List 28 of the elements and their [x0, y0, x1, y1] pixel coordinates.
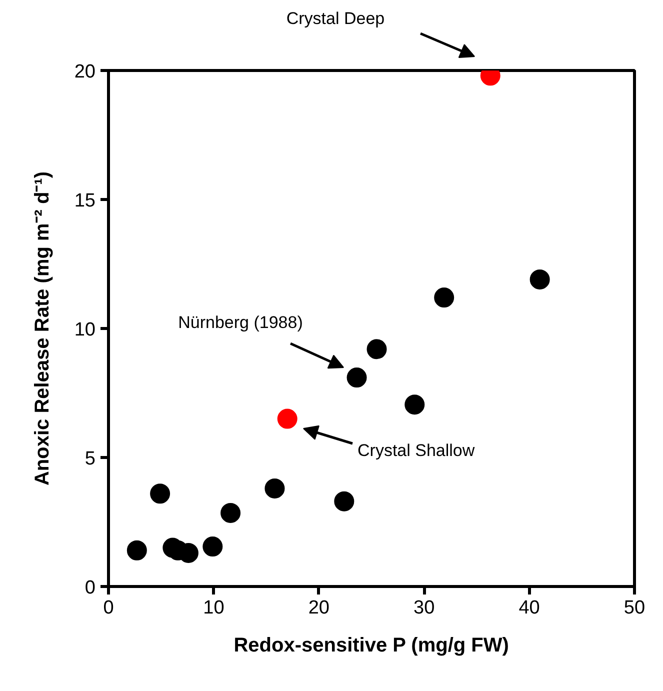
y-tick-label: 5 — [84, 448, 96, 470]
x-tick-label: 0 — [103, 598, 114, 618]
point — [277, 408, 298, 429]
y-tick-label: 0 — [84, 578, 96, 598]
x-tick-label: 10 — [203, 598, 224, 618]
point — [264, 478, 285, 498]
point — [404, 394, 425, 415]
point — [150, 484, 170, 504]
y-tick-label: 20 — [74, 62, 96, 82]
point — [220, 502, 241, 523]
point — [530, 270, 550, 290]
point — [202, 536, 223, 556]
x-tick-label: 40 — [518, 598, 540, 618]
x-tick-label: 30 — [414, 598, 435, 618]
point — [126, 540, 147, 560]
x-tick-label: 50 — [624, 598, 646, 618]
x-axis-title: Redox-sensitive P (mg/g FW) — [234, 634, 509, 656]
point — [434, 288, 454, 308]
point — [366, 339, 387, 360]
y-tick-label: 10 — [74, 320, 96, 340]
y-axis-title: Anoxic Release Rate (mg m⁻² d⁻¹) — [31, 171, 54, 486]
x-tick-label: 20 — [308, 598, 330, 618]
y-tick-label: 15 — [74, 190, 96, 212]
annotation: Crystal Shallow — [358, 441, 476, 460]
point — [346, 368, 367, 388]
text: Crystal Deep — [286, 9, 385, 28]
point — [334, 491, 354, 512]
annotation: Nürnberg (1988) — [178, 313, 303, 332]
